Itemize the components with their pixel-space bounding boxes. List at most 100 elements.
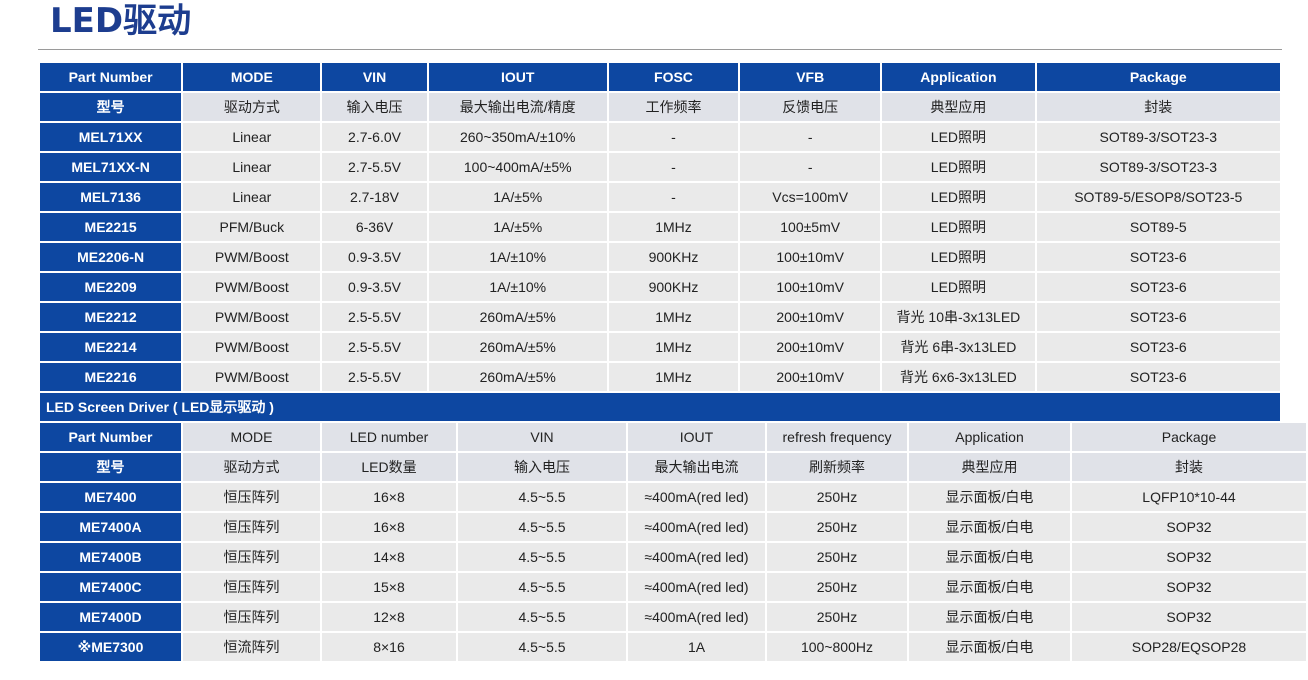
header-cell: 典型应用	[909, 453, 1070, 481]
table-cell: SOP32	[1072, 543, 1306, 571]
table-cell: 恒压阵列	[183, 573, 320, 601]
header-cell: VFB	[740, 63, 881, 91]
header-cell: MODE	[183, 63, 321, 91]
header-cell: VIN	[322, 63, 427, 91]
header-cell: 输入电压	[458, 453, 626, 481]
table-cell: ME2206-N	[40, 243, 182, 271]
table-cell: SOT23-6	[1036, 363, 1280, 391]
table-cell: 260mA/±5%	[428, 303, 607, 331]
table-cell: 显示面板/白电	[909, 483, 1070, 511]
header-cell: IOUT	[628, 423, 765, 451]
table-cell: 1MHz	[608, 363, 739, 391]
table-cell: -	[608, 123, 739, 151]
table-cell: 2.5-5.5V	[322, 363, 427, 391]
table-cell: 100±5mV	[740, 213, 881, 241]
table-cell: 250Hz	[767, 513, 907, 541]
led-screen-driver-table: Part Number MODE LED number VIN IOUT refresh …	[38, 421, 1308, 663]
table-cell: -	[608, 153, 739, 181]
table-cell: SOT23-6	[1036, 243, 1280, 271]
table-row: ME7400B 恒压阵列 14×8 4.5~5.5 ≈400mA(red led) 250…	[40, 543, 1306, 571]
table-cell: 2.5-5.5V	[322, 333, 427, 361]
table-cell: 250Hz	[767, 603, 907, 631]
table-cell: 8×16	[322, 633, 456, 661]
table-cell: 4.5~5.5	[458, 513, 626, 541]
header-cell: 最大输出电流	[628, 453, 765, 481]
table-cell: 显示面板/白电	[909, 513, 1070, 541]
table-cell: 1A/±5%	[428, 213, 607, 241]
table-cell: 260mA/±5%	[428, 333, 607, 361]
table-cell: 2.7-18V	[322, 183, 427, 211]
table-cell: MEL7136	[40, 183, 182, 211]
header-cell: VIN	[458, 423, 626, 451]
table-cell: LED照明	[882, 153, 1035, 181]
table-cell: 16×8	[322, 513, 456, 541]
table-cell: 1MHz	[608, 213, 739, 241]
header-cell: LED数量	[322, 453, 456, 481]
header-cell: 典型应用	[882, 93, 1035, 121]
table-row: ※ME7300 恒流阵列 8×16 4.5~5.5 1A 100~800Hz 显示面板/白电…	[40, 633, 1306, 661]
table-cell: 100±10mV	[740, 273, 881, 301]
table-cell: -	[740, 123, 881, 151]
header-cell: 型号	[40, 93, 182, 121]
table-cell: 1MHz	[608, 303, 739, 331]
table-cell: 恒压阵列	[183, 603, 320, 631]
table-cell: 4.5~5.5	[458, 483, 626, 511]
table-cell: 14×8	[322, 543, 456, 571]
table-cell: ME7400D	[40, 603, 181, 631]
header-cell: 封装	[1072, 453, 1306, 481]
table-cell: 2.7-6.0V	[322, 123, 427, 151]
table-cell: 200±10mV	[740, 333, 881, 361]
table-cell: 250Hz	[767, 483, 907, 511]
table-cell: ME7400	[40, 483, 181, 511]
header-cell: Application	[909, 423, 1070, 451]
table-cell: SOT23-6	[1036, 273, 1280, 301]
table-cell: SOP32	[1072, 573, 1306, 601]
table-cell: 900KHz	[608, 243, 739, 271]
table-row: MEL71XX Linear 2.7-6.0V 260~350mA/±10% - - LED…	[40, 123, 1280, 151]
table-row: ME7400 恒压阵列 16×8 4.5~5.5 ≈400mA(red led) 250H…	[40, 483, 1306, 511]
table-cell: 2.5-5.5V	[322, 303, 427, 331]
table-cell: 1MHz	[608, 333, 739, 361]
header-cell: Application	[882, 63, 1035, 91]
table-cell: LQFP10*10-44	[1072, 483, 1306, 511]
table-cell: 背光 6串-3x13LED	[882, 333, 1035, 361]
table-row: ME2206-N PWM/Boost 0.9-3.5V 1A/±10% 900KHz 10…	[40, 243, 1280, 271]
header-cell: LED number	[322, 423, 456, 451]
table-row: ME2209 PWM/Boost 0.9-3.5V 1A/±10% 900KHz 100±…	[40, 273, 1280, 301]
table-cell: 6-36V	[322, 213, 427, 241]
table-cell: ≈400mA(red led)	[628, 603, 765, 631]
header-cell: FOSC	[608, 63, 739, 91]
table-cell: 显示面板/白电	[909, 573, 1070, 601]
table-cell: SOP32	[1072, 513, 1306, 541]
table-cell: ≈400mA(red led)	[628, 513, 765, 541]
table-cell: 0.9-3.5V	[322, 243, 427, 271]
table-cell: 200±10mV	[740, 363, 881, 391]
table-cell: 1A/±10%	[428, 273, 607, 301]
table-cell: Linear	[183, 123, 321, 151]
table-cell: 12×8	[322, 603, 456, 631]
table-cell: LED照明	[882, 183, 1035, 211]
header-cell: IOUT	[428, 63, 607, 91]
section-title-led-screen-driver: LED Screen Driver ( LED显示驱动 )	[40, 393, 1280, 421]
table-cell: -	[608, 183, 739, 211]
table-cell: 4.5~5.5	[458, 603, 626, 631]
table-cell: ≈400mA(red led)	[628, 543, 765, 571]
table-cell: 4.5~5.5	[458, 633, 626, 661]
table-cell: -	[740, 153, 881, 181]
table-row: ME7400D 恒压阵列 12×8 4.5~5.5 ≈400mA(red led) 250…	[40, 603, 1306, 631]
table-cell: PWM/Boost	[183, 303, 321, 331]
table-cell: 1A/±10%	[428, 243, 607, 271]
table-cell: PWM/Boost	[183, 273, 321, 301]
table-cell: 4.5~5.5	[458, 573, 626, 601]
table-cell: LED照明	[882, 123, 1035, 151]
table-cell: 恒流阵列	[183, 633, 320, 661]
led-driver-table: Part Number MODE VIN IOUT FOSC VFB Application…	[38, 61, 1282, 393]
table-cell: 100±10mV	[740, 243, 881, 271]
table-cell: Vcs=100mV	[740, 183, 881, 211]
header-cell: 反馈电压	[740, 93, 881, 121]
table-cell: ME2216	[40, 363, 182, 391]
table-cell: 260~350mA/±10%	[428, 123, 607, 151]
header-cell: 工作频率	[608, 93, 739, 121]
header-cell: 驱动方式	[183, 453, 320, 481]
table-cell: ME7400C	[40, 573, 181, 601]
